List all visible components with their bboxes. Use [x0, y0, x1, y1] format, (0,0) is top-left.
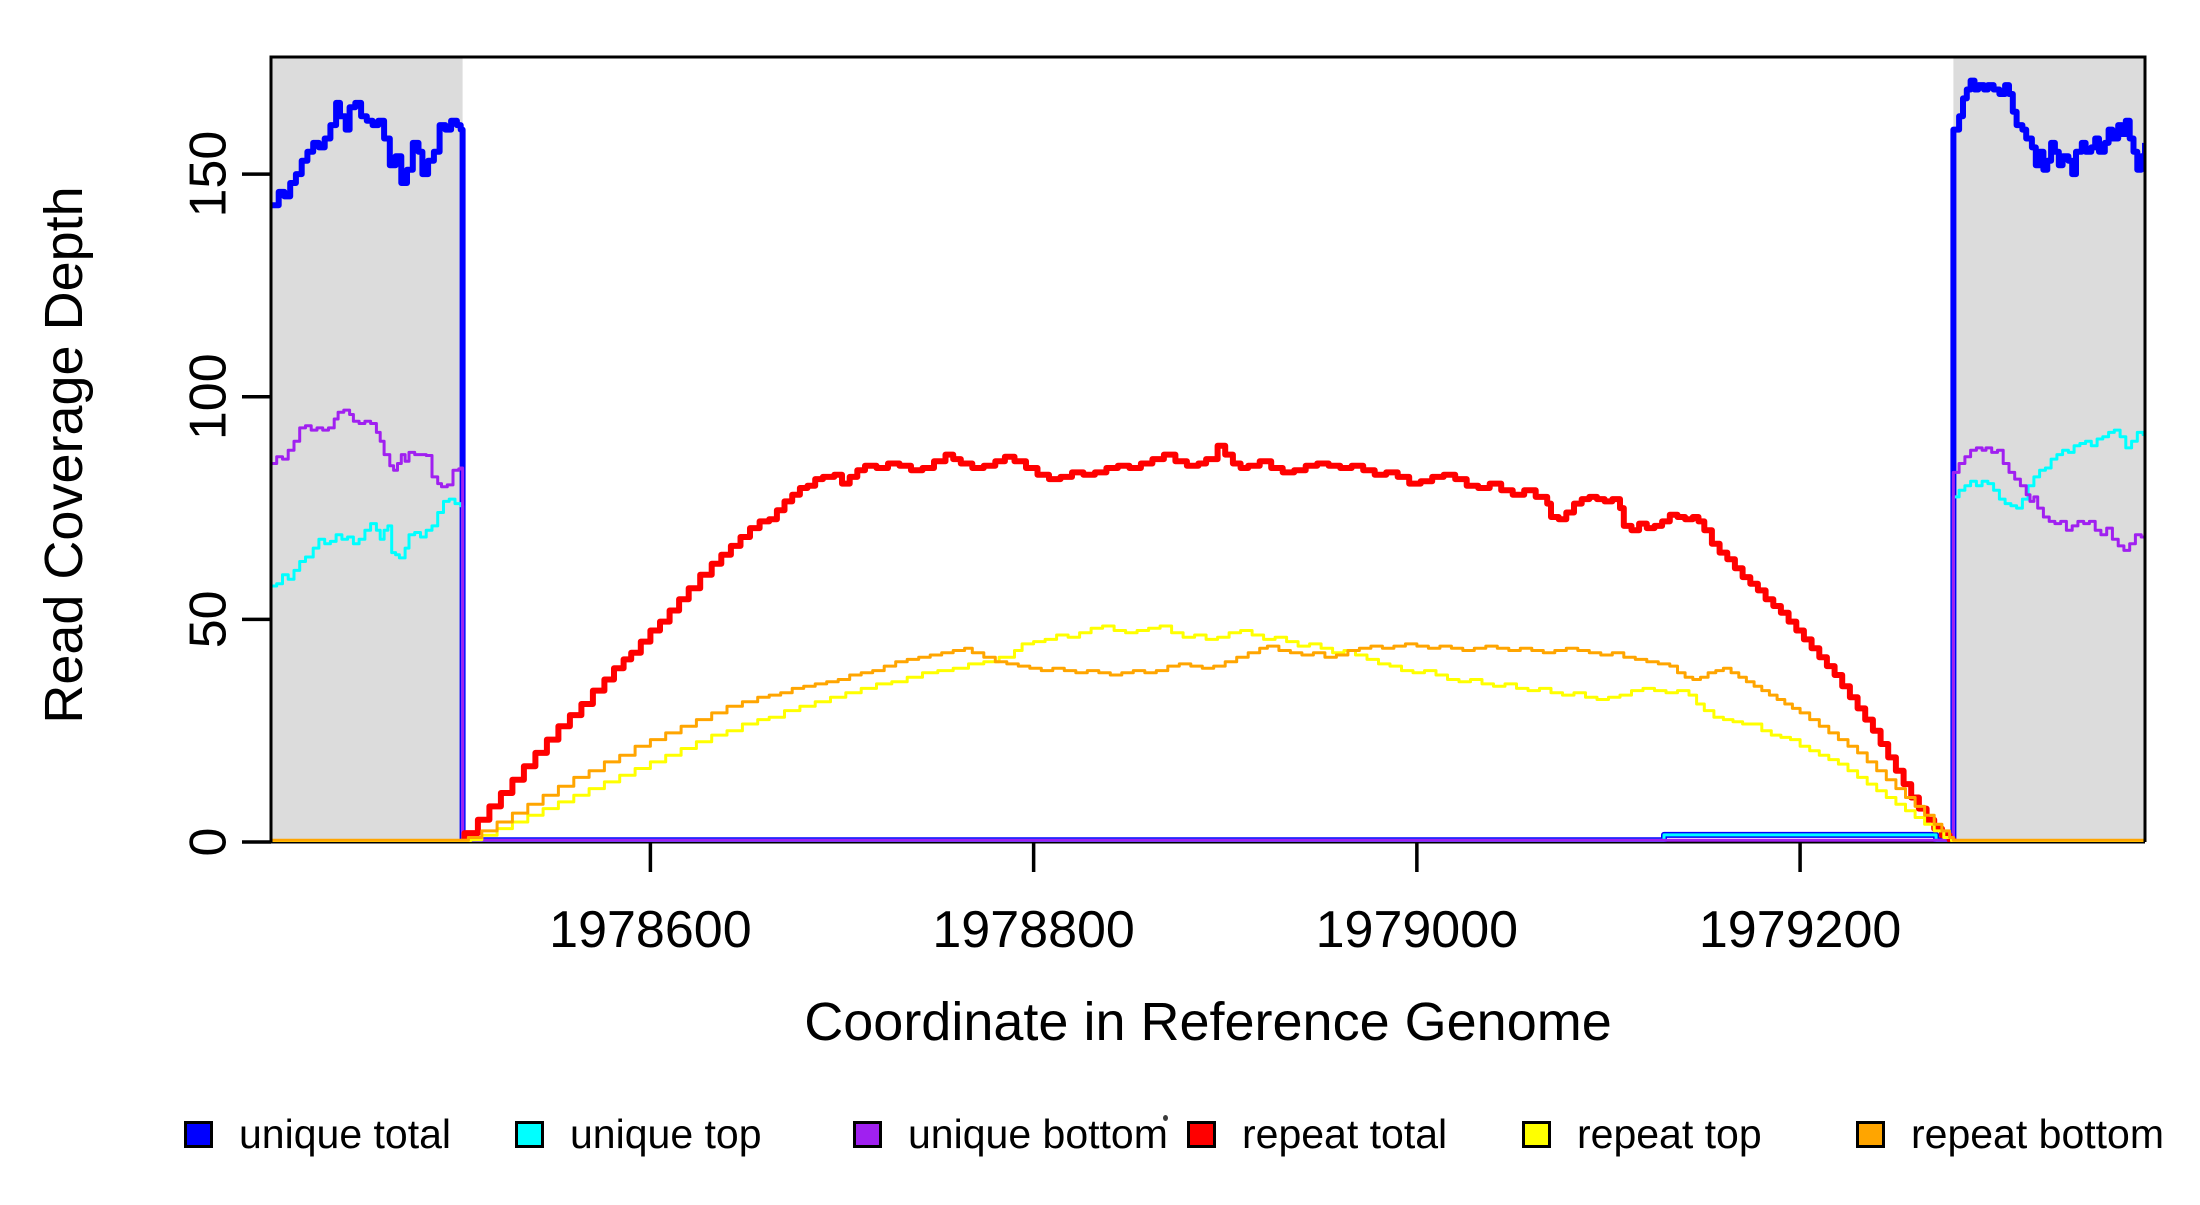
- legend-item-repeat-top: repeat top: [1522, 1108, 1762, 1160]
- series-repeat-total: [271, 442, 2145, 842]
- legend-item-unique-bottom: unique bottom: [853, 1108, 1168, 1160]
- y-tick-label: 100: [180, 353, 238, 440]
- shaded-region-0: [271, 57, 463, 842]
- legend-item-unique-total: unique total: [184, 1108, 451, 1160]
- series-repeat-bottom: [271, 642, 2145, 842]
- x-tick-label: 1979200: [1699, 901, 1901, 959]
- legend-item-repeat-total: repeat total: [1187, 1108, 1447, 1160]
- x-axis-title: Coordinate in Reference Genome: [804, 992, 1611, 1052]
- legend-label: unique top: [570, 1110, 762, 1157]
- y-tick-label: 0: [180, 828, 238, 857]
- legend-swatch-repeat-total: [1187, 1120, 1216, 1148]
- series-unique-top: [271, 428, 2145, 842]
- coverage-series: [271, 77, 2145, 842]
- axis-ticks-and-labels: 0 50 100 150 1978600 1978800 1979000 1979200: [180, 131, 1902, 959]
- legend-item-repeat-bottom: repeat bottom: [1856, 1108, 2164, 1160]
- legend-item-unique-top: unique top: [515, 1108, 762, 1160]
- legend-swatch-unique-total: [184, 1120, 213, 1148]
- legend: unique total unique top unique bottom repea…: [0, 1108, 2200, 1168]
- y-tick-label: 50: [180, 590, 238, 648]
- series-repeat-top: [271, 624, 2145, 842]
- legend-label: repeat total: [1242, 1110, 1448, 1157]
- x-tick-label: 1979000: [1316, 901, 1518, 959]
- plot-frame: [269, 55, 2147, 842]
- legend-swatch-unique-bottom: [853, 1120, 882, 1148]
- y-tick-label: 150: [180, 131, 238, 218]
- legend-label: repeat top: [1577, 1110, 1762, 1157]
- masked-region-shading: [271, 57, 2145, 842]
- legend-label: unique total: [239, 1110, 452, 1157]
- legend-label: repeat bottom: [1911, 1110, 2164, 1157]
- y-axis-title: Read Coverage Depth: [34, 186, 94, 723]
- legend-swatch-unique-top: [515, 1120, 544, 1148]
- plot-border: [269, 55, 2147, 842]
- stray-dot-artifact: [1163, 1115, 1168, 1121]
- legend-label: unique bottom: [908, 1110, 1168, 1157]
- legend-swatch-repeat-bottom: [1856, 1120, 1885, 1148]
- series-unique-bottom: [271, 408, 2145, 842]
- series-unique-total: [271, 77, 2145, 842]
- x-tick-label: 1978600: [549, 901, 751, 959]
- x-tick-label: 1978800: [932, 901, 1134, 959]
- legend-swatch-repeat-top: [1522, 1120, 1551, 1148]
